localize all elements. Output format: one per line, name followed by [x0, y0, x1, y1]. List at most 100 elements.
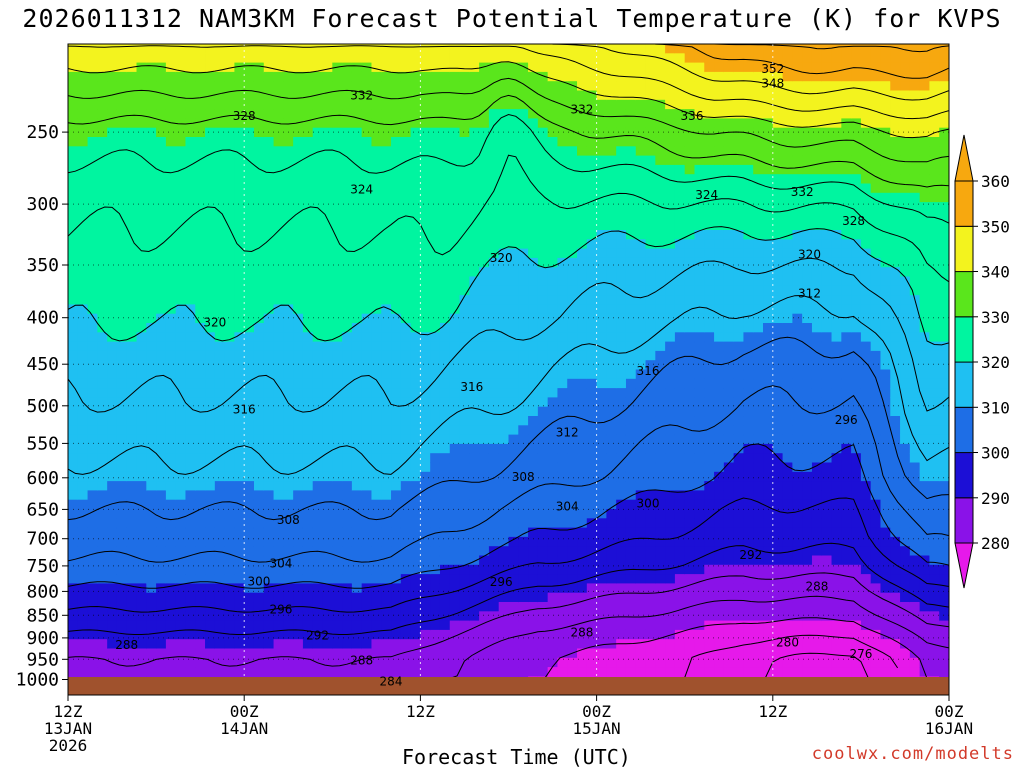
field-cell — [351, 648, 363, 659]
field-cell — [97, 360, 108, 371]
field-cell — [567, 350, 578, 361]
field-cell — [391, 369, 402, 380]
field-cell — [361, 81, 373, 92]
field-cell — [459, 602, 470, 612]
field-cell — [146, 230, 157, 240]
field-cell — [537, 592, 549, 603]
field-cell — [743, 174, 754, 185]
field-cell — [733, 127, 745, 138]
field-cell — [449, 341, 461, 352]
field-cell — [753, 174, 764, 185]
field-cell — [224, 239, 236, 250]
field-cell — [391, 592, 402, 603]
field-cell — [616, 90, 627, 101]
field-cell — [528, 183, 539, 194]
field-cell — [753, 388, 764, 398]
field-cell — [136, 443, 147, 454]
field-cell — [205, 62, 216, 73]
field-cell — [596, 99, 607, 110]
field-cell — [185, 155, 196, 166]
field-cell — [351, 453, 363, 464]
field-cell — [273, 239, 284, 250]
field-cell — [704, 378, 715, 389]
field-cell — [175, 453, 187, 464]
field-cell — [205, 369, 216, 380]
field-cell — [175, 323, 187, 333]
field-cell — [430, 434, 441, 445]
field-cell — [704, 332, 715, 343]
field-cell — [449, 44, 461, 54]
field-cell — [263, 323, 275, 333]
field-cell — [410, 620, 421, 631]
field-cell — [606, 629, 617, 640]
field-cell — [185, 81, 196, 92]
field-cell — [586, 611, 598, 622]
field-cell — [586, 369, 598, 380]
field-cell — [361, 53, 373, 64]
field-cell — [244, 481, 255, 491]
field-cell — [107, 248, 118, 259]
field-cell — [459, 127, 470, 138]
field-cell — [136, 276, 147, 287]
field-cell — [577, 62, 588, 73]
field-cell — [723, 62, 735, 73]
field-cell — [342, 230, 353, 240]
field-cell — [625, 648, 637, 659]
field-cell — [371, 332, 382, 343]
field-cell — [733, 574, 745, 584]
field-cell — [528, 341, 539, 352]
field-cell — [224, 285, 236, 296]
field-cell — [635, 546, 647, 557]
field-cell — [518, 313, 529, 324]
field-cell — [77, 146, 89, 157]
field-cell — [567, 378, 578, 389]
field-cell — [537, 471, 549, 482]
field-cell — [518, 527, 529, 538]
field-cell — [518, 611, 529, 622]
field-cell — [97, 183, 108, 194]
field-cell — [136, 90, 147, 101]
field-cell — [459, 518, 470, 529]
field-cell — [342, 53, 353, 64]
field-cell — [547, 90, 559, 101]
field-cell — [185, 109, 196, 119]
field-cell — [273, 248, 284, 259]
field-cell — [302, 667, 314, 677]
field-cell — [498, 592, 510, 603]
field-cell — [381, 118, 392, 129]
field-cell — [107, 536, 118, 547]
field-cell — [459, 257, 470, 268]
field-cell — [185, 295, 196, 305]
field-cell — [400, 536, 412, 547]
field-cell — [635, 62, 647, 73]
field-cell — [381, 71, 392, 82]
field-cell — [714, 71, 725, 82]
field-cell — [136, 202, 147, 212]
field-cell — [469, 620, 480, 631]
field-cell — [381, 574, 392, 584]
field-cell — [175, 369, 187, 380]
field-cell — [665, 350, 676, 361]
field-cell — [126, 53, 138, 64]
field-cell — [293, 239, 304, 250]
field-cell — [577, 397, 588, 408]
field-cell — [577, 99, 588, 110]
field-cell — [694, 397, 705, 408]
field-cell — [449, 648, 461, 659]
field-cell — [136, 248, 147, 259]
field-cell — [655, 323, 666, 333]
field-cell — [743, 620, 754, 631]
field-cell — [234, 332, 245, 343]
field-cell — [577, 211, 588, 222]
field-cell — [234, 183, 245, 194]
field-cell — [312, 164, 324, 175]
field-cell — [391, 118, 402, 129]
field-cell — [459, 536, 470, 547]
field-cell — [449, 360, 461, 371]
field-cell — [283, 257, 294, 268]
field-cell — [136, 313, 147, 324]
field-cell — [322, 527, 333, 538]
field-cell — [156, 81, 167, 92]
field-cell — [420, 155, 431, 166]
field-cell — [596, 462, 607, 473]
